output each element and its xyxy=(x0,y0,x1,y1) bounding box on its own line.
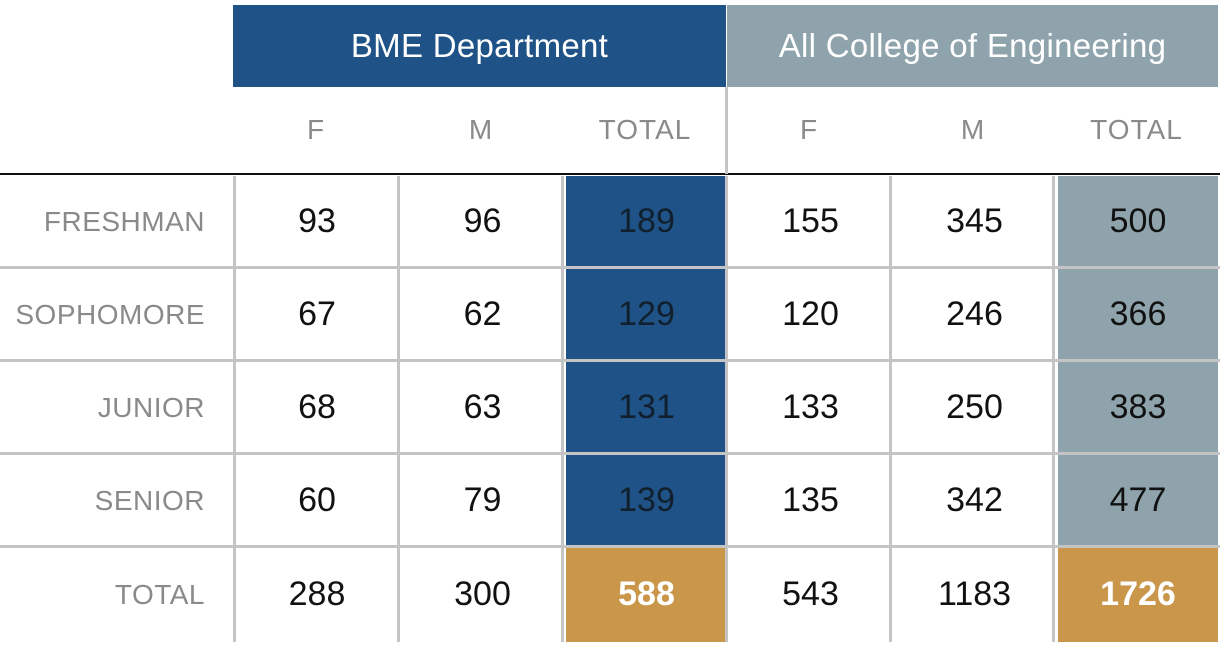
grid-hline xyxy=(0,359,1220,362)
row-label-junior: JUNIOR xyxy=(97,391,205,423)
grid-vline xyxy=(1052,176,1055,642)
table-cell: 135 xyxy=(782,480,839,519)
table-cell: 189 xyxy=(566,176,727,267)
grid-vline xyxy=(889,176,892,642)
column-header-f-0: F xyxy=(306,114,326,145)
table-cell: 96 xyxy=(463,202,502,240)
table-cell: 246 xyxy=(946,294,1003,333)
table-cell: 68 xyxy=(298,387,336,426)
group-header-bme: BME Department xyxy=(233,5,726,87)
table-cell: 1183 xyxy=(937,575,1012,613)
table-cell: 342 xyxy=(946,480,1003,519)
table-cell: 300 xyxy=(454,575,511,613)
grid-vline xyxy=(397,176,400,642)
group-header-coe: All College of Engineering xyxy=(727,5,1218,87)
table-cell: 543 xyxy=(782,575,839,613)
table-cell: 250 xyxy=(946,387,1003,426)
table-cell: 588 xyxy=(566,547,727,642)
table-cell: 366 xyxy=(1058,268,1218,360)
grid-vline xyxy=(725,176,728,642)
grid-hline xyxy=(0,452,1220,455)
grid-hline xyxy=(0,545,1220,548)
table-cell: 288 xyxy=(288,575,346,613)
header-rule xyxy=(0,173,1220,175)
table-cell: 60 xyxy=(298,480,336,519)
column-header-m-4: M xyxy=(960,114,986,145)
group-divider-line xyxy=(725,87,728,174)
column-header-total-2: TOTAL xyxy=(598,114,692,145)
row-label-sophomore: SOPHOMORE xyxy=(15,298,205,330)
table-cell: 67 xyxy=(298,294,336,333)
table-cell: 500 xyxy=(1058,176,1218,267)
table-cell: 133 xyxy=(782,387,839,426)
table-cell: 79 xyxy=(463,480,502,519)
table-cell: 155 xyxy=(782,202,839,240)
column-header-total-5: TOTAL xyxy=(1090,114,1183,145)
row-label-freshman: FRESHMAN xyxy=(43,206,205,237)
column-header-f-3: F xyxy=(799,114,819,145)
grid-vline xyxy=(233,176,236,642)
table-cell: 93 xyxy=(298,202,336,240)
table-cell: 63 xyxy=(463,387,502,426)
table-cell: 131 xyxy=(566,361,727,453)
table-cell: 383 xyxy=(1058,361,1218,453)
row-label-senior: SENIOR xyxy=(94,484,205,516)
table-cell: 120 xyxy=(782,294,839,333)
table-cell: 129 xyxy=(566,268,727,360)
table-cell: 62 xyxy=(463,294,502,333)
column-header-m-1: M xyxy=(468,114,494,145)
row-label-total: TOTAL xyxy=(114,578,205,610)
table-cell: 139 xyxy=(566,454,727,546)
grid-vline xyxy=(561,176,564,642)
grid-hline xyxy=(0,266,1220,269)
table-cell: 345 xyxy=(946,202,1003,240)
table-cell: 1726 xyxy=(1058,547,1218,642)
table-cell: 477 xyxy=(1058,454,1218,546)
